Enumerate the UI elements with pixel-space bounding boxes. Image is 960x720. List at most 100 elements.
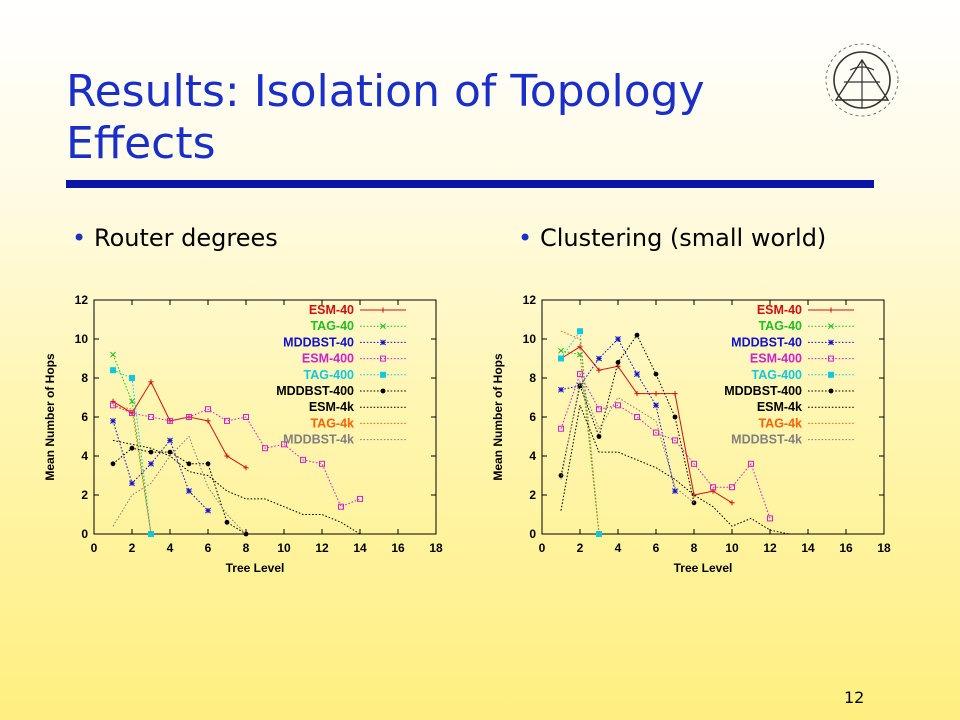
x-tick-label: 2 [577,541,584,555]
series-line [112,439,361,535]
series-ESM-400 [110,402,363,510]
data-point [338,503,344,510]
data-point [380,323,386,330]
data-point [110,367,116,374]
data-point [110,461,116,467]
y-tick-label: 2 [81,488,88,502]
series-TAG-4k [112,404,152,535]
data-point [729,484,735,491]
data-point [167,417,173,424]
legend-label: ESM-40 [757,303,802,317]
y-tick-label: 10 [75,332,89,346]
bullet-router-degrees: • Router degrees [72,224,278,252]
legend-label: TAG-4k [310,416,354,430]
legend-label: ESM-400 [750,352,802,366]
y-tick-label: 12 [523,293,537,307]
data-point [577,328,583,335]
series-line [112,380,247,469]
series-line [112,369,152,535]
y-tick-label: 0 [81,527,88,541]
data-point [148,531,154,537]
bullet-clustering: • Clustering (small world) [518,224,826,252]
x-tick-label: 0 [539,541,546,555]
data-point [129,445,135,451]
data-point [710,484,716,491]
series-line [112,354,152,535]
data-point [653,429,659,436]
data-point [828,339,834,346]
y-axis: 0 2 4 6 8 10 12 [75,293,436,541]
data-point [596,434,602,439]
y-tick-label: 6 [529,410,536,424]
data-point [243,414,249,420]
legend-label: TAG-400 [304,368,355,382]
data-point [828,355,834,362]
data-point [319,460,325,467]
series-line [560,329,600,535]
series-ESM-4k [560,403,790,535]
data-point [634,391,640,397]
data-point [634,332,640,338]
data-point [148,460,154,467]
y-tick-label: 12 [75,293,89,307]
data-point [129,375,135,381]
data-point [634,371,640,378]
data-point [262,445,268,452]
legend-label: ESM-4k [309,400,354,414]
x-tick-label: 2 [129,541,136,555]
series-line [112,435,247,535]
series-MDDBST-40 [110,417,211,514]
data-point [243,465,249,471]
series-ESM-40 [110,379,249,471]
title-underline-rule [66,180,874,188]
data-point [828,307,834,313]
y-tick-label: 4 [81,449,88,463]
chart-clustering: 0 2 4 6 8 10 12 14 16 18 0 2 4 6 8 10 12 Tree Level Mean N… [491,293,891,575]
data-point [729,500,735,506]
y-tick-label: 2 [529,488,536,502]
series-line [560,334,695,503]
data-point [205,418,211,424]
data-point [828,323,834,330]
data-point [672,414,678,420]
legend-label: TAG-40 [310,319,354,333]
data-point [281,441,287,448]
bullet-text: Clustering (small world) [540,224,827,252]
data-point [615,336,621,342]
bullet-dot: • [72,224,87,252]
legend-label: ESM-4k [757,400,802,414]
x-tick-label: 10 [277,541,291,555]
series-TAG-400 [110,367,154,537]
data-point [828,388,834,394]
data-point [558,425,564,432]
data-point [596,355,602,362]
series-line [560,350,600,535]
y-tick-label: 6 [81,410,88,424]
data-point [380,339,386,346]
x-tick-label: 0 [91,541,98,555]
x-tick-label: 4 [615,541,622,555]
data-point [186,414,192,420]
data-point [596,531,602,537]
data-point [672,391,678,397]
legend-label: TAG-40 [758,319,802,333]
y-axis-label: Mean Number of Hops [491,353,505,481]
data-point [691,460,697,467]
data-point [691,500,697,506]
chart-router-degrees: 0 2 4 6 8 10 12 14 16 18 0 2 4 6 8 10 12 Tree Level Mean N… [43,293,443,575]
data-point [828,371,834,378]
data-point [558,347,564,354]
x-tick-label: 18 [429,541,443,555]
series-TAG-4k [560,330,600,535]
data-point [653,371,659,377]
slide-title-line1: Results: Isolation of Topology [66,66,705,117]
data-point [653,402,659,409]
data-point [129,480,135,487]
slide-title: Results: Isolation of Topology Effects [66,66,826,170]
plot-frame [541,299,885,535]
series-MDDBST-4k [560,380,695,504]
data-point [357,495,363,502]
x-tick-label: 16 [839,541,853,555]
y-tick-label: 10 [523,332,537,346]
series-line [560,403,790,535]
